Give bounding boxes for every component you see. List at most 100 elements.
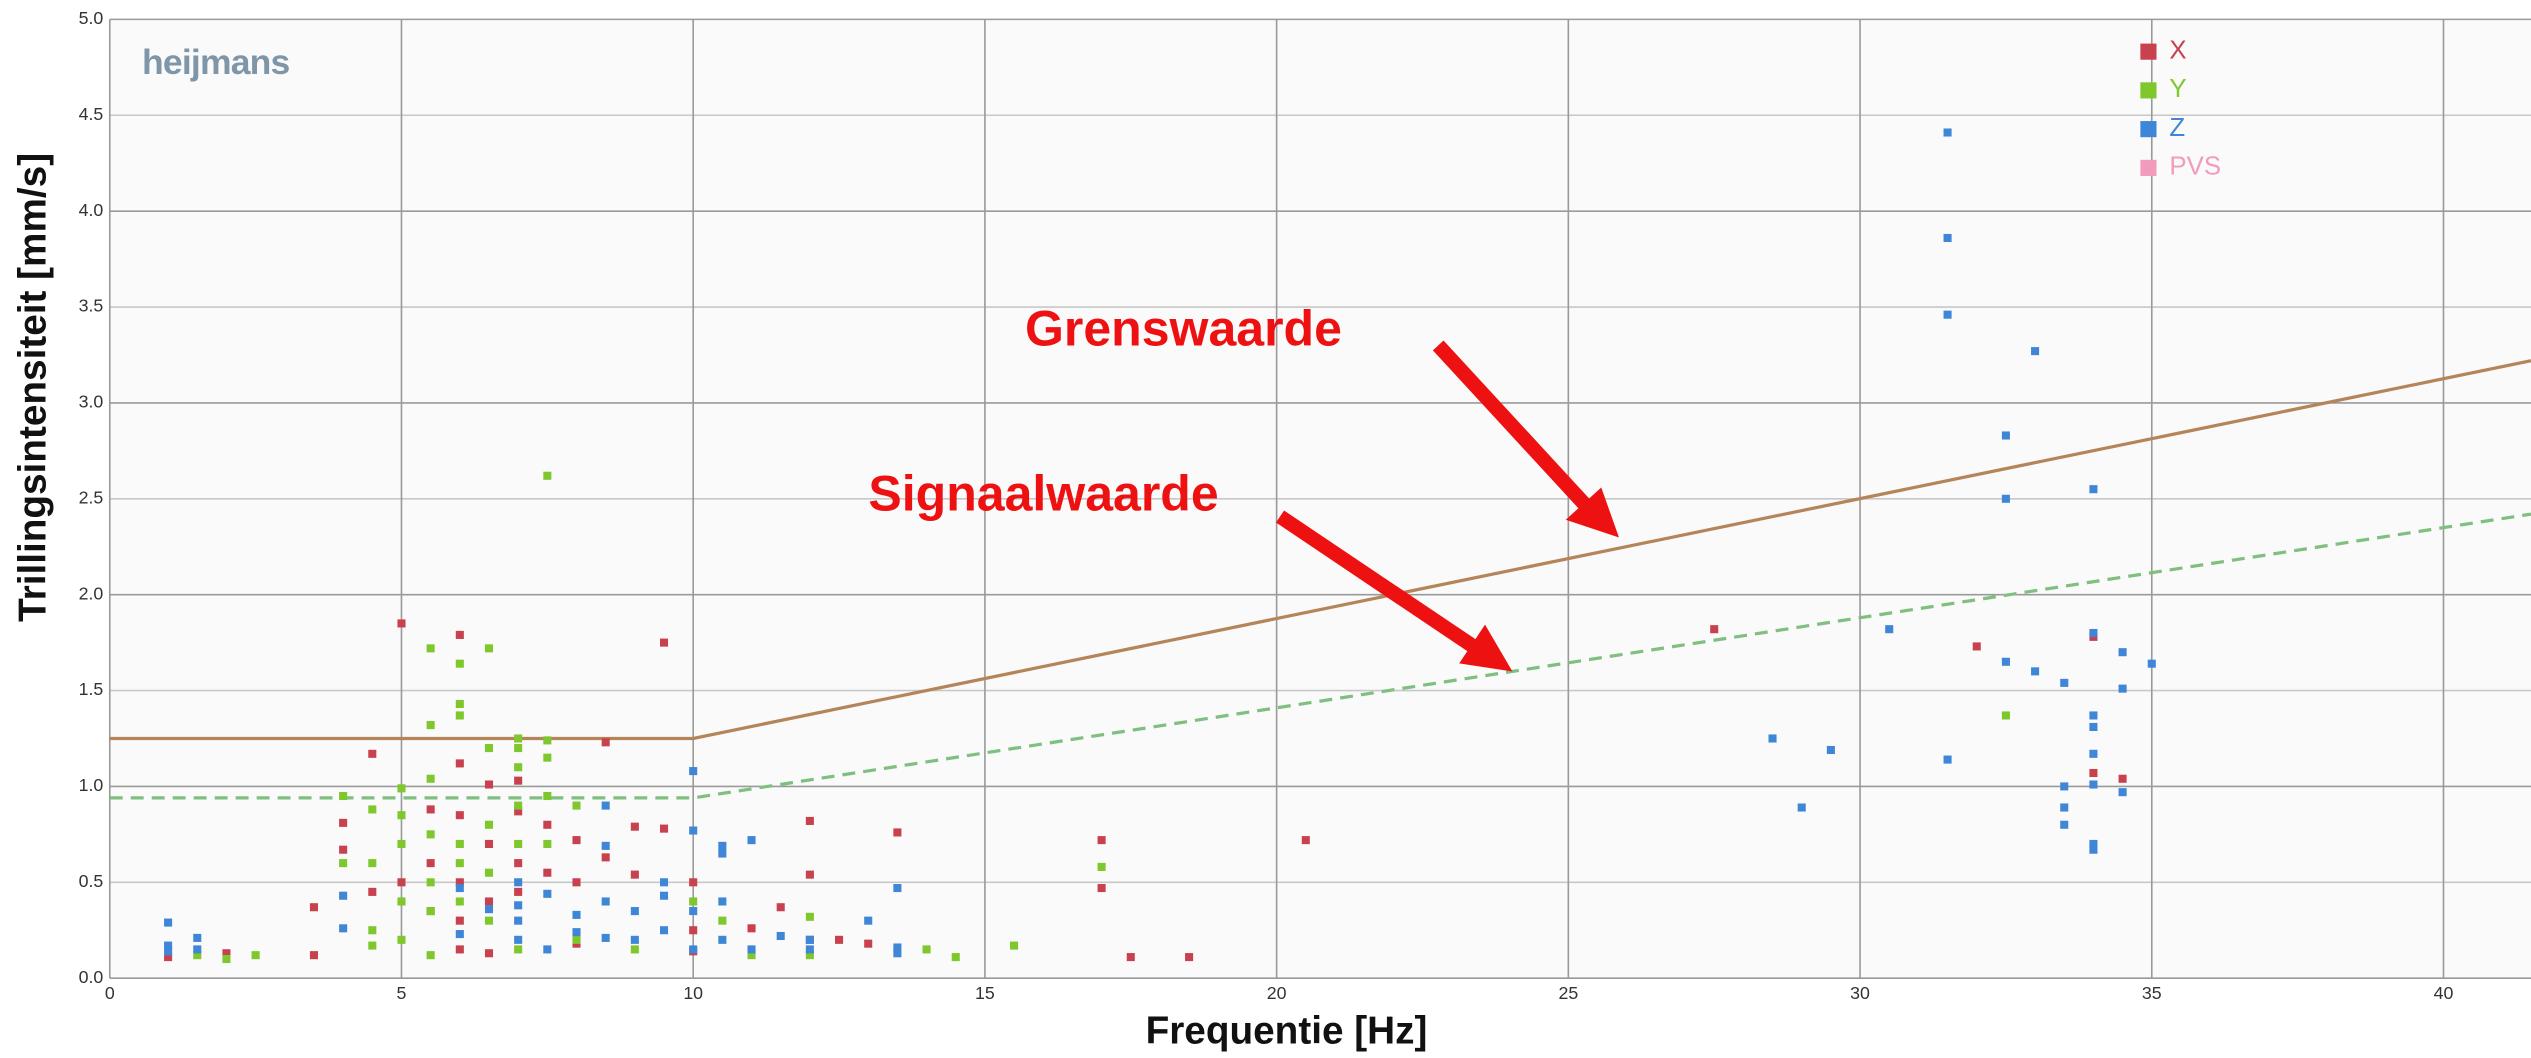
point [484, 868, 494, 877]
point [2089, 711, 2098, 720]
point [689, 926, 698, 935]
point [484, 949, 494, 958]
point [426, 774, 435, 783]
point [2031, 347, 2040, 356]
point [1185, 953, 1194, 962]
point [1097, 836, 1106, 845]
point [455, 839, 464, 848]
point [514, 945, 523, 954]
point [2060, 782, 2069, 791]
point [484, 780, 494, 789]
legend-swatch [2140, 159, 2157, 176]
point [368, 805, 377, 814]
point [222, 954, 231, 964]
y-tick-label: 1.5 [79, 679, 104, 699]
point [514, 734, 523, 743]
y-axis-title: Trillingsintensiteit [mm/s] [12, 153, 55, 622]
point [426, 830, 435, 839]
reference-lines [109, 359, 2531, 800]
point [1097, 862, 1106, 871]
x-tick-label: 15 [975, 983, 995, 1003]
point [222, 949, 231, 958]
point [368, 887, 377, 896]
point [484, 839, 494, 848]
point [309, 951, 318, 960]
point [2089, 780, 2098, 789]
point [455, 699, 464, 708]
point [805, 912, 814, 921]
legend-label: Y [2169, 75, 2186, 103]
points [164, 128, 2156, 964]
point [514, 839, 523, 848]
reference-line [109, 512, 2531, 800]
point [543, 736, 552, 745]
point [455, 859, 464, 868]
point [922, 945, 931, 954]
point [805, 951, 814, 960]
y-tick-label: 0.5 [79, 871, 104, 891]
point [630, 870, 639, 879]
point [2001, 711, 2010, 720]
point [368, 859, 377, 868]
arrow-shaft [1432, 340, 1596, 515]
point [864, 916, 873, 925]
x-tick-label: 20 [1267, 983, 1287, 1003]
point [2001, 657, 2010, 666]
point [893, 949, 902, 958]
point [397, 897, 406, 906]
point [1943, 310, 1952, 319]
point [2147, 659, 2156, 668]
point [776, 903, 785, 912]
point [368, 749, 377, 758]
point [805, 935, 814, 944]
x-tick-label: 10 [683, 983, 703, 1003]
point [572, 928, 581, 937]
point [718, 849, 727, 858]
point [193, 933, 202, 942]
x-tick-label: 25 [1558, 983, 1578, 1003]
y-tick-label: 1.0 [79, 775, 104, 795]
point [397, 811, 406, 820]
point [2060, 803, 2069, 812]
point [2089, 485, 2098, 494]
point [601, 897, 610, 906]
point [659, 638, 669, 647]
point [893, 943, 902, 952]
point [747, 836, 756, 845]
point [484, 820, 494, 829]
legend-label: Z [2169, 114, 2185, 142]
point [601, 801, 610, 810]
point [659, 926, 669, 935]
point [2118, 774, 2127, 783]
point [455, 916, 464, 925]
point [1885, 625, 1894, 634]
point [164, 941, 173, 950]
y-tick-label: 2.5 [79, 487, 104, 507]
point [164, 947, 173, 956]
point [514, 887, 523, 896]
point [572, 801, 581, 810]
point [543, 820, 552, 829]
point [543, 471, 552, 480]
point [397, 619, 406, 628]
point [514, 776, 523, 785]
point [572, 935, 581, 944]
legend-swatch [2140, 82, 2157, 99]
y-tick-label: 3.5 [79, 296, 104, 316]
point [339, 791, 348, 801]
point [1943, 755, 1952, 764]
arrow-head [1459, 624, 1513, 672]
point [193, 951, 202, 960]
point [1943, 233, 1952, 243]
point [1097, 884, 1106, 893]
point [309, 903, 318, 912]
point [2060, 678, 2069, 687]
point [484, 897, 494, 906]
point [397, 878, 406, 887]
point [514, 744, 523, 753]
point [805, 816, 814, 825]
point [2089, 768, 2098, 778]
legend-swatch [2140, 121, 2157, 138]
point [455, 659, 464, 668]
point [251, 951, 260, 960]
